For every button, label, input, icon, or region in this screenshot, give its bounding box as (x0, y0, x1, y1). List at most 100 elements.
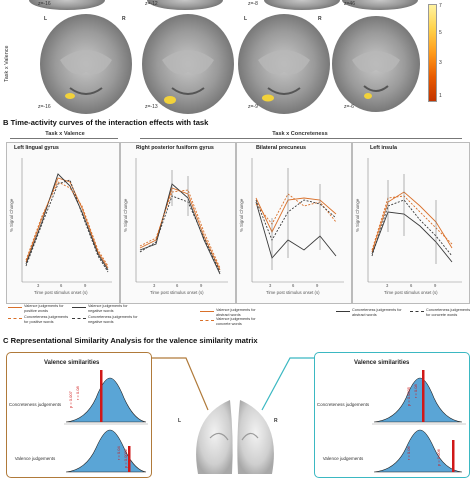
legend-swatch-4 (72, 318, 86, 319)
xlabel-2: Time post stimulus onset (s) (150, 290, 204, 295)
colorbar-tick-3: 3 (439, 60, 442, 66)
rsa-right-stat1-a: p = 0.0005 (406, 386, 411, 406)
rsa-left-row1-label: Concreteness judgements (8, 402, 62, 407)
xlabel-3: Time post stimulus onset (s) (266, 290, 320, 295)
rsa-right-title: Valence similarities (354, 360, 410, 366)
rsa-left-row2-label: Valence judgements (14, 456, 56, 461)
rsa-right-stat1-b: r = 0.08 (413, 384, 418, 398)
curves-panel-3 (255, 168, 337, 270)
xtick-4-6: 6 (410, 283, 413, 288)
rsa-left-stat2-a: r = 0.04 (116, 446, 121, 460)
z-label-top-3: z=-8 (248, 1, 258, 7)
brain-slice-top-4 (342, 0, 418, 10)
rsa-connectors (150, 357, 314, 411)
legend-valence: Valence judgements for positive words Va… (6, 304, 138, 326)
panel-left-lingual-gyrus (6, 142, 120, 304)
colorbar-tick-1: 1 (439, 93, 442, 99)
z-label-top-4: z=46 (344, 1, 355, 7)
curves-panel-1 (25, 173, 109, 273)
panel-title-2: Right posterior fusiform gyrus (136, 145, 214, 151)
z-label-top-2: z=-12 (145, 1, 158, 7)
legend-swatch-7 (336, 311, 350, 312)
z-label-bottom-1: z=-16 (38, 104, 51, 110)
brain-slice-1 (40, 14, 132, 114)
legend-concreteness-4: Concreteness judgements for concrete wor… (426, 308, 471, 317)
legend-valence-3: Concreteness judgements for positive wor… (24, 315, 69, 324)
legend-swatch-8 (410, 311, 424, 312)
brain-slice-4 (332, 16, 420, 112)
legend-swatch-3 (8, 318, 22, 319)
z-label-bottom-3: z=-9 (248, 104, 258, 110)
group-label-concreteness: Task x Concreteness (272, 131, 328, 137)
z-label-top-1: z=-16 (38, 1, 51, 7)
section-b-heading: B Time-activity curves of the interactio… (3, 118, 209, 127)
colorbar-tick-7: 7 (439, 3, 442, 9)
panel-title-1: Left lingual gyrus (14, 145, 59, 151)
legend-valence-1: Valence judgements for positive words (24, 304, 64, 313)
legend-concreteness: Valence judgements for abstract words Va… (200, 308, 472, 326)
right-marker-2: R (318, 16, 322, 22)
xlabel-4: Time post stimulus onset (s) (384, 290, 438, 295)
legend-concreteness-2: Valence judgements for concrete words (216, 317, 256, 326)
brain-slices-figure (29, 0, 420, 114)
brain-slice-top-2 (147, 0, 223, 10)
panel-left-insula (352, 142, 470, 304)
rsa-right-row2-label: Valence judgements (322, 456, 364, 461)
group-separator-concreteness (140, 138, 462, 139)
z-label-bottom-4: z=-6 (344, 104, 354, 110)
legend-valence-4: Concreteness judgements for negative wor… (88, 315, 138, 324)
brain-slice-2 (142, 14, 234, 114)
xtick-1-9: 9 (84, 283, 87, 288)
legend-concreteness-3: Concreteness judgements for abstract wor… (352, 308, 402, 317)
xtick-1-6: 6 (60, 283, 63, 288)
time-activity-curves (21, 158, 462, 283)
row-label-task-valence: Task x Valence (4, 45, 10, 82)
group-separator-valence (10, 138, 118, 139)
brain-slice-3 (238, 14, 330, 114)
xtick-4-3: 3 (386, 283, 389, 288)
brain-render (196, 400, 274, 474)
legend-swatch-1 (8, 307, 22, 308)
xtick-2-9: 9 (200, 283, 203, 288)
rsa-right-stat2-a: r = 0.06 (406, 446, 411, 460)
rsa-left-distributions (64, 370, 148, 473)
left-marker-1: L (44, 16, 48, 22)
section-c-heading: C Representational Similarity Analysis f… (3, 336, 258, 345)
rsa-left-stat1-b: r = 0.08 (75, 386, 80, 400)
z-label-bottom-2: z=-13 (145, 104, 158, 110)
panel-title-3: Bilateral precuneus (256, 145, 307, 151)
xtick-2-3: 3 (153, 283, 156, 288)
brain-slice-top-1 (29, 0, 105, 10)
panel-right-posterior-fusiform (120, 142, 236, 304)
rsa-right-stat2-b: p = 0.006 (436, 449, 441, 466)
colorbar (428, 4, 437, 102)
legend-swatch-5 (200, 311, 214, 312)
curves-panel-4 (371, 174, 453, 264)
rsa-left-title: Valence similarities (44, 360, 100, 366)
rsa-left-stat1-a: p = 0.007 (68, 391, 73, 408)
xtick-3-6: 6 (292, 283, 295, 288)
panel-title-4: Left insula (370, 145, 397, 151)
colorbar-tick-5: 5 (439, 30, 442, 36)
xtick-4-9: 9 (434, 283, 437, 288)
rsa-right-row1-label: Concreteness judgements (316, 402, 370, 407)
brain-slices-area (0, 0, 474, 118)
legend-concreteness-1: Valence judgements for abstract words (216, 308, 256, 317)
right-marker-1: R (122, 16, 126, 22)
xtick-2-6: 6 (176, 283, 179, 288)
group-label-valence: Task x Valence (45, 131, 85, 137)
rsa-right-distributions (372, 370, 466, 473)
curves-panel-2 (139, 170, 221, 275)
rsa-left-stat2-b: p = 0.0002 (123, 448, 128, 468)
brain-slice-top-3 (264, 0, 340, 10)
xtick-3-3: 3 (269, 283, 272, 288)
xtick-1-3: 3 (37, 283, 40, 288)
xtick-3-9: 9 (316, 283, 319, 288)
legend-swatch-2 (72, 307, 86, 308)
left-marker-2: L (244, 16, 248, 22)
xlabel-1: Time post stimulus onset (s) (34, 290, 88, 295)
panel-bilateral-precuneus (236, 142, 352, 304)
legend-valence-2: Valence judgements for negative words (88, 304, 128, 313)
rsa-left-marker: L (178, 418, 182, 424)
rsa-right-marker: R (274, 418, 278, 424)
